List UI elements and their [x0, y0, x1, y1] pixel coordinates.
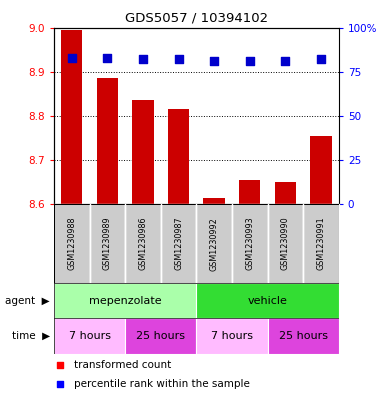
Bar — [239, 180, 260, 204]
Bar — [203, 198, 225, 204]
Bar — [125, 204, 161, 283]
Bar — [232, 204, 268, 283]
Text: GSM1230989: GSM1230989 — [103, 217, 112, 270]
Point — [57, 381, 63, 387]
Bar — [125, 318, 196, 354]
Text: GSM1230988: GSM1230988 — [67, 217, 76, 270]
Point — [69, 54, 75, 61]
Bar — [61, 30, 82, 204]
Point — [140, 56, 146, 62]
Bar — [310, 136, 332, 204]
Bar — [268, 318, 339, 354]
Text: 25 hours: 25 hours — [136, 331, 185, 341]
Point — [282, 58, 288, 64]
Bar — [168, 109, 189, 204]
Text: GSM1230993: GSM1230993 — [245, 217, 254, 270]
Bar — [90, 204, 125, 283]
Bar — [303, 204, 339, 283]
Bar — [275, 182, 296, 204]
Text: time  ▶: time ▶ — [12, 331, 50, 341]
Bar — [54, 283, 196, 318]
Point — [318, 56, 324, 62]
Text: 25 hours: 25 hours — [279, 331, 328, 341]
Bar — [268, 204, 303, 283]
Title: GDS5057 / 10394102: GDS5057 / 10394102 — [125, 12, 268, 25]
Text: GSM1230991: GSM1230991 — [316, 217, 325, 270]
Text: GSM1230992: GSM1230992 — [210, 217, 219, 270]
Text: percentile rank within the sample: percentile rank within the sample — [74, 379, 250, 389]
Bar — [132, 101, 154, 204]
Text: GSM1230990: GSM1230990 — [281, 217, 290, 270]
Text: agent  ▶: agent ▶ — [5, 296, 50, 306]
Text: 7 hours: 7 hours — [211, 331, 253, 341]
Bar — [196, 283, 339, 318]
Point — [57, 362, 63, 368]
Text: mepenzolate: mepenzolate — [89, 296, 161, 306]
Point — [247, 58, 253, 64]
Bar — [54, 318, 125, 354]
Bar — [196, 204, 232, 283]
Text: GSM1230986: GSM1230986 — [139, 217, 147, 270]
Bar — [161, 204, 196, 283]
Bar — [97, 78, 118, 204]
Text: vehicle: vehicle — [248, 296, 288, 306]
Text: transformed count: transformed count — [74, 360, 171, 370]
Text: 7 hours: 7 hours — [69, 331, 110, 341]
Point — [176, 56, 182, 62]
Bar — [196, 318, 268, 354]
Bar — [54, 204, 90, 283]
Text: GSM1230987: GSM1230987 — [174, 217, 183, 270]
Point — [104, 54, 110, 61]
Point — [211, 58, 217, 64]
